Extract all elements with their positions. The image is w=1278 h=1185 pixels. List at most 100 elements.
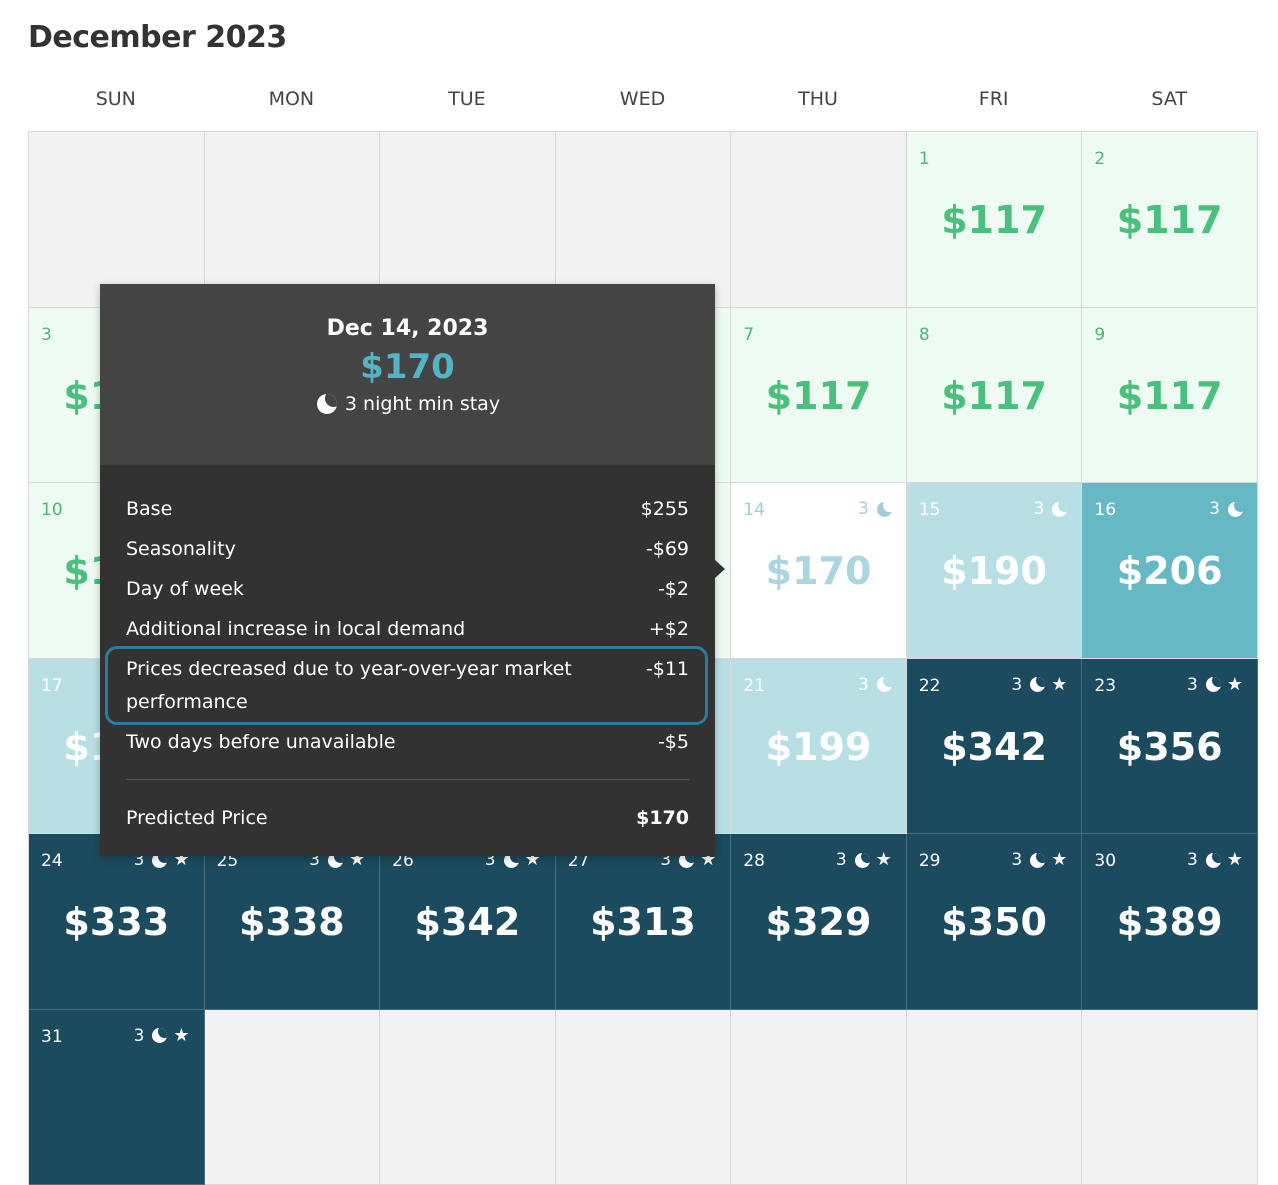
day-price: $117: [1082, 374, 1257, 418]
min-nights: 3: [134, 1026, 145, 1046]
weekday-header: SUN MON TUE WED THU FRI SAT: [28, 88, 1257, 118]
day-number: 10: [41, 500, 63, 520]
breakdown-row: Additional increase in local demand+$2: [126, 613, 689, 646]
moon-icon: [317, 394, 337, 414]
star-icon: ★: [1227, 851, 1243, 869]
day-price: $190: [907, 549, 1082, 593]
calendar-day-9[interactable]: 9 $117: [1082, 308, 1258, 484]
calendar-empty-cell: [556, 1010, 732, 1185]
calendar-empty-cell: [1082, 1010, 1258, 1185]
day-price: $199: [731, 725, 906, 769]
day-price: $117: [907, 198, 1082, 242]
day-price: $117: [907, 374, 1082, 418]
breakdown-value: -$11: [646, 653, 689, 719]
calendar-empty-cell: [556, 132, 732, 308]
breakdown-value: +$2: [649, 613, 689, 646]
calendar-day-2[interactable]: 2$117: [1082, 132, 1258, 308]
moon-icon: [1206, 853, 1221, 868]
breakdown-row: Base$255: [126, 493, 689, 526]
day-price: $329: [731, 900, 906, 944]
min-nights: 3: [858, 675, 869, 695]
breakdown-value: -$2: [658, 573, 689, 606]
calendar-day-21[interactable]: 21 3 $199: [731, 659, 907, 835]
day-price: $313: [556, 900, 731, 944]
day-price: $356: [1082, 725, 1257, 769]
calendar-day-8[interactable]: 8$117: [907, 308, 1083, 484]
min-nights: 3: [1011, 675, 1022, 695]
min-stay-flags: 3★: [1187, 675, 1243, 695]
calendar-empty-cell: [29, 132, 205, 308]
breakdown-row: Two days before unavailable-$5: [126, 726, 689, 759]
calendar-day-14[interactable]: 14 3 $170: [731, 483, 907, 659]
day-number: 28: [743, 851, 765, 871]
calendar-day-7[interactable]: 7 $117: [731, 308, 907, 484]
breakdown-value: $255: [641, 493, 689, 526]
predicted-price-row: Predicted Price $170: [126, 802, 689, 835]
min-stay-flags: 3: [1034, 499, 1068, 519]
day-number: 21: [743, 676, 765, 696]
min-stay-flags: 3: [1209, 499, 1243, 519]
moon-icon: [1228, 502, 1243, 517]
day-number: 29: [919, 851, 941, 871]
star-icon: ★: [1051, 851, 1067, 869]
calendar-empty-cell: [205, 132, 381, 308]
breakdown-label: Day of week: [126, 573, 244, 606]
min-nights: 3: [1187, 850, 1198, 870]
moon-icon: [1030, 853, 1045, 868]
breakdown-value: -$69: [646, 533, 689, 566]
star-icon: ★: [1227, 676, 1243, 694]
tooltip-price: $170: [100, 347, 715, 387]
day-number: 7: [743, 325, 754, 345]
day-number: 1: [919, 149, 930, 169]
weekday-label: MON: [204, 88, 380, 118]
min-nights: 3: [1034, 499, 1045, 519]
breakdown-row-highlighted: Prices decreased due to year-over-year m…: [126, 653, 689, 719]
day-number: 24: [41, 851, 63, 871]
calendar-empty-cell: [205, 1010, 381, 1185]
day-number: 3: [41, 325, 52, 345]
moon-icon: [877, 677, 892, 692]
day-number: 16: [1094, 500, 1116, 520]
day-price: $117: [1082, 198, 1257, 242]
day-number: 9: [1094, 325, 1105, 345]
weekday-label: TUE: [379, 88, 555, 118]
day-price: $342: [907, 725, 1082, 769]
star-icon: ★: [173, 1027, 189, 1045]
calendar-empty-cell: [907, 1010, 1083, 1185]
day-price: $333: [29, 900, 204, 944]
day-price: $170: [731, 549, 906, 593]
calendar-empty-cell: [380, 1010, 556, 1185]
breakdown-row: Day of week -$2: [126, 573, 689, 606]
star-icon: ★: [1051, 676, 1067, 694]
tooltip-arrow: [715, 560, 725, 578]
calendar-empty-cell: [731, 132, 907, 308]
day-number: 14: [743, 500, 765, 520]
divider: [126, 779, 689, 780]
moon-icon: [1052, 502, 1067, 517]
day-price: $117: [731, 374, 906, 418]
calendar-day-1[interactable]: 1 $117: [907, 132, 1083, 308]
month-title: December 2023: [28, 20, 287, 55]
weekday-label: SAT: [1081, 88, 1257, 118]
predicted-price-value: $170: [636, 802, 689, 835]
min-nights: 3: [1187, 675, 1198, 695]
calendar-empty-cell: [731, 1010, 907, 1185]
breakdown-row: Seasonality-$69: [126, 533, 689, 566]
min-nights: 3: [858, 499, 869, 519]
min-stay-label: 3 night min stay: [345, 393, 500, 415]
min-nights: 3: [836, 850, 847, 870]
day-number: 30: [1094, 851, 1116, 871]
min-nights: 3: [1011, 850, 1022, 870]
